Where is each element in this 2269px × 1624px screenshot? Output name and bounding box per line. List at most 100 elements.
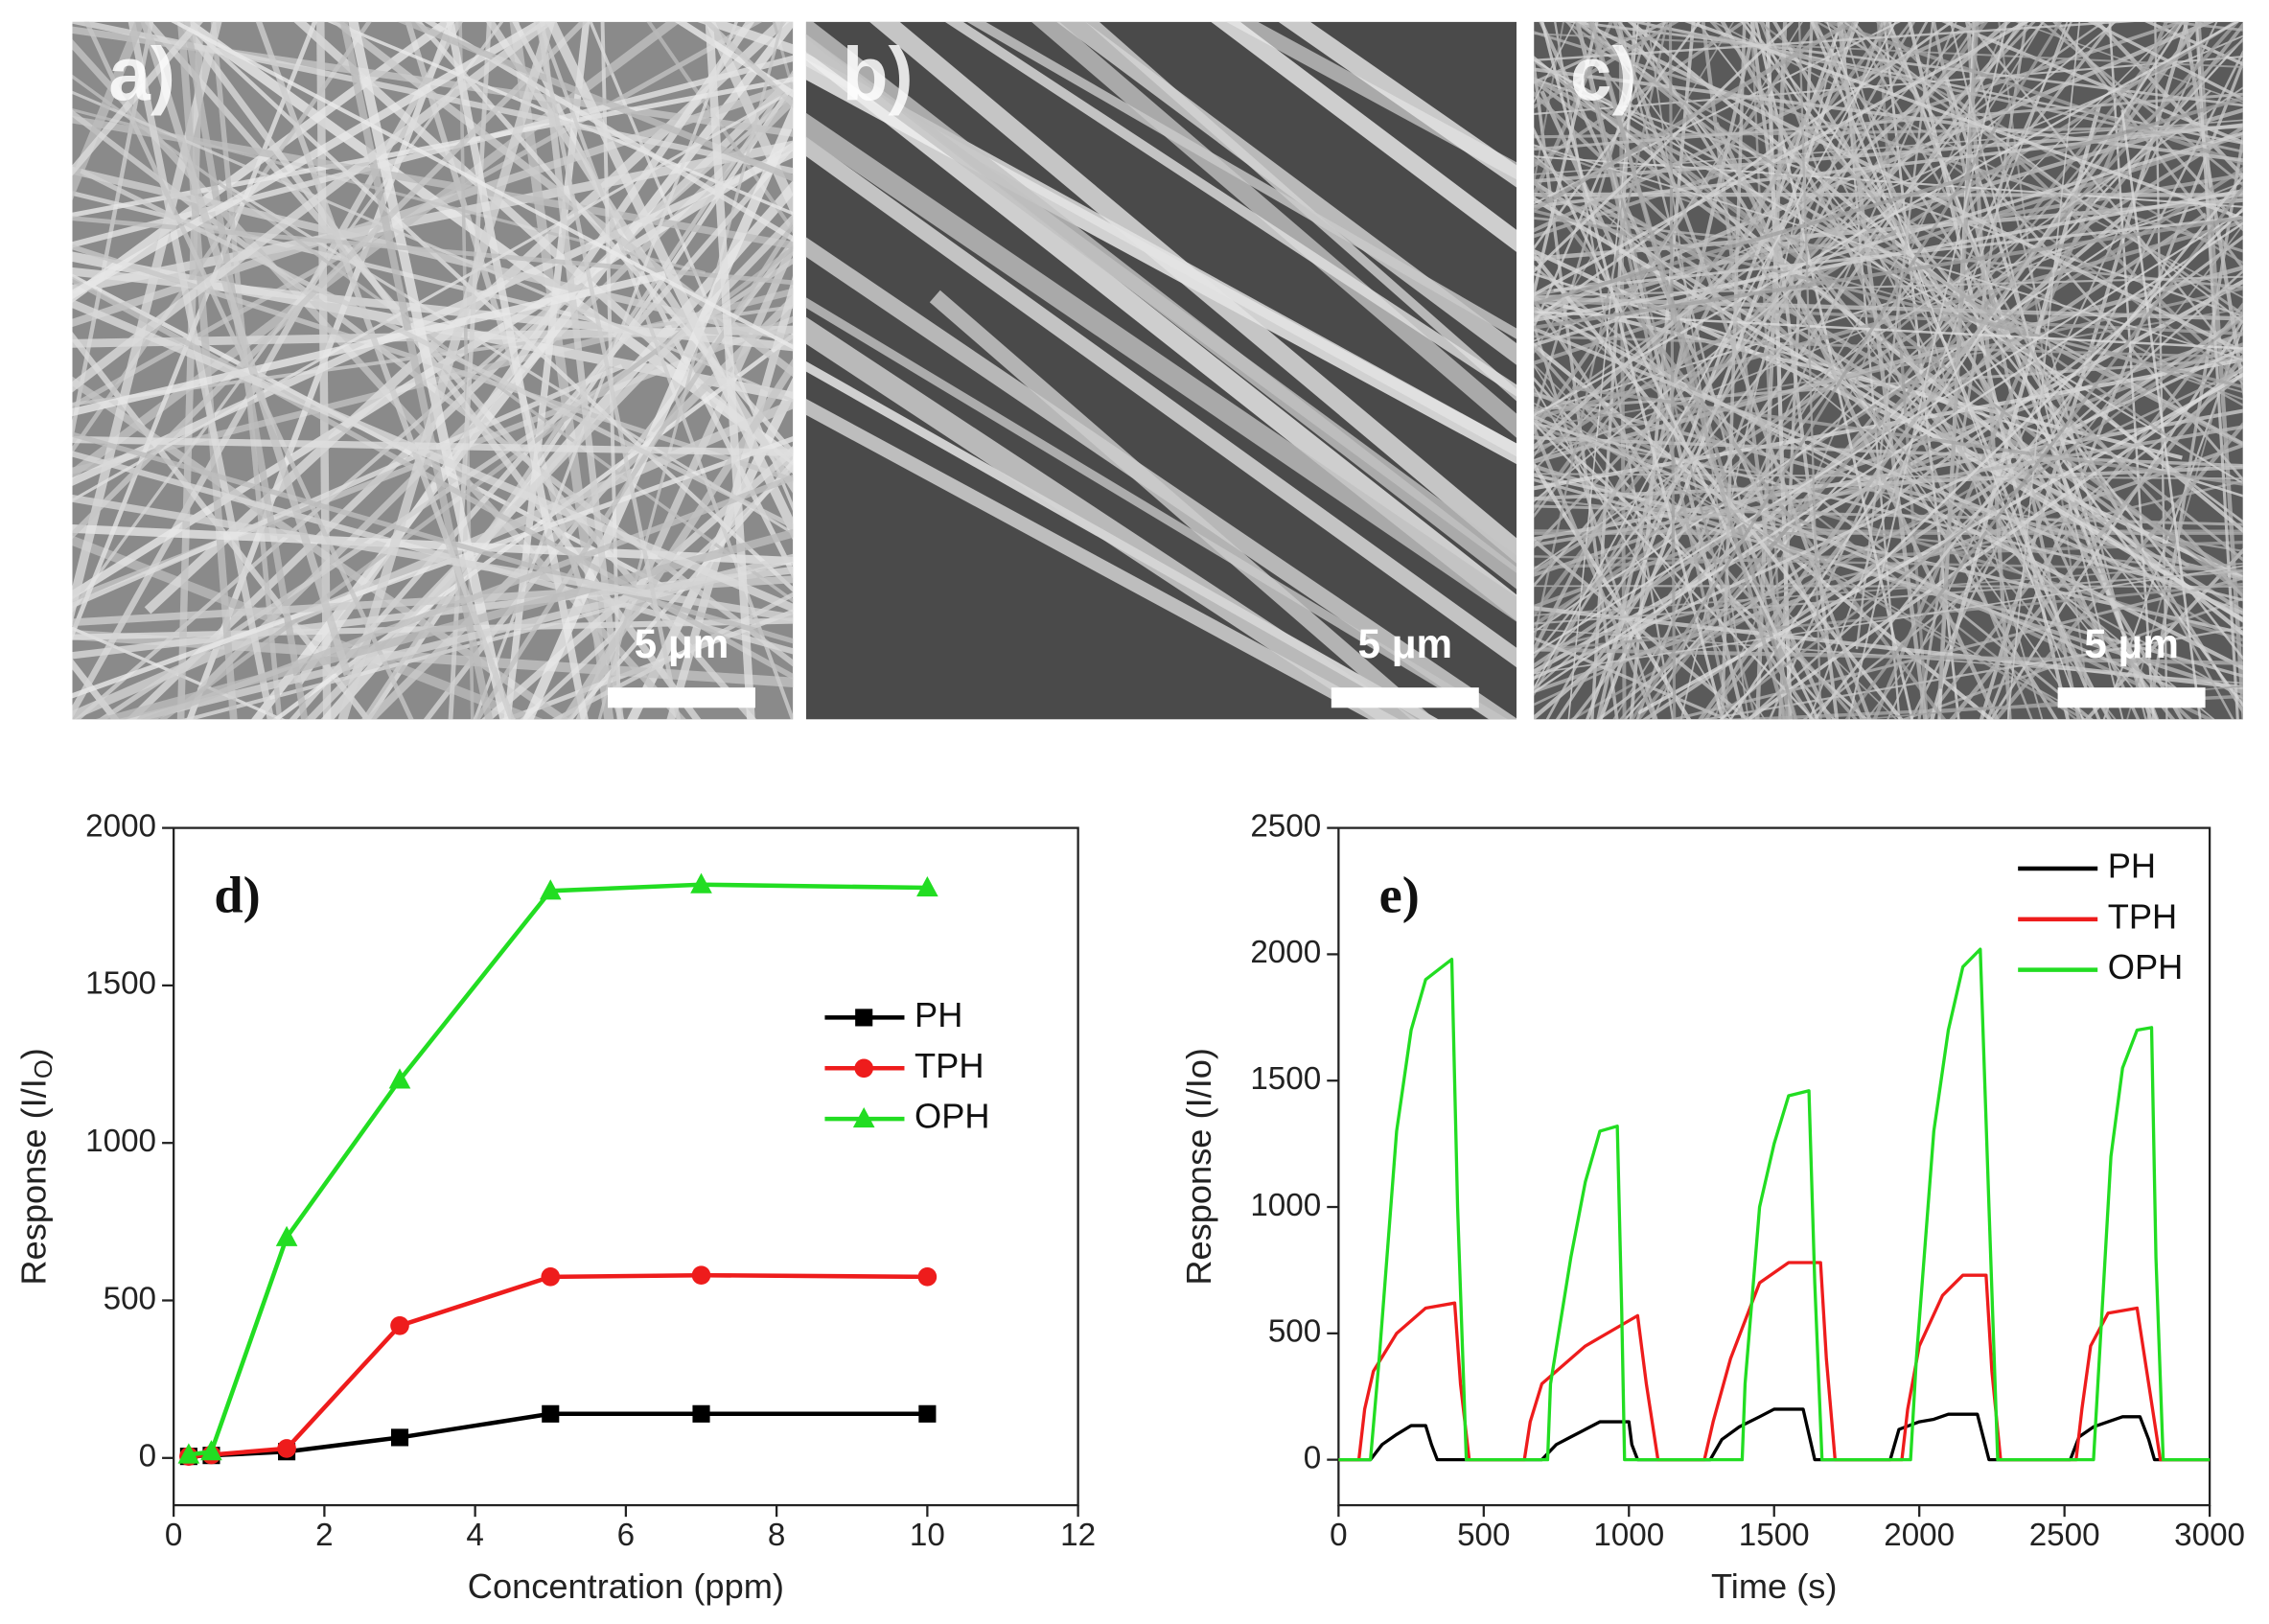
series-line — [188, 1272, 928, 1459]
fiber — [72, 216, 794, 286]
fiber — [1534, 21, 1955, 322]
fiber — [1534, 21, 1858, 655]
fiber — [1596, 21, 1758, 720]
marker — [541, 1267, 561, 1287]
fiber — [72, 436, 794, 699]
fiber — [1534, 67, 2243, 162]
fiber — [72, 21, 204, 176]
fiber — [414, 21, 794, 457]
fiber — [1534, 76, 2243, 448]
fiber — [72, 21, 551, 300]
plot-frame — [1337, 826, 2211, 1507]
fiber — [2126, 306, 2243, 720]
fiber — [72, 658, 120, 720]
fiber — [1562, 21, 2243, 107]
fiber — [1534, 21, 1576, 104]
fiber — [177, 21, 238, 720]
fiber — [72, 191, 644, 335]
fiber — [116, 553, 794, 720]
y-tick-label: 2500 — [1250, 808, 1321, 844]
fiber — [1646, 21, 1749, 720]
y-axis-label-main: Response (I/I — [13, 1079, 53, 1285]
marker — [917, 1267, 938, 1287]
fiber — [1865, 223, 2243, 720]
fiber — [805, 136, 1517, 668]
fiber — [1534, 346, 2243, 681]
fiber — [522, 102, 794, 720]
y-axis-label: Response (I/IO) — [13, 1048, 57, 1285]
fiber — [2183, 21, 2243, 399]
fiber — [1534, 423, 1657, 720]
sem-image: c) 5 μm — [1534, 21, 2243, 720]
fiber — [1534, 209, 2243, 655]
fiber — [538, 21, 624, 720]
fiber — [1534, 21, 1669, 645]
fiber — [805, 297, 1508, 720]
panel-annotation: d) — [214, 867, 260, 924]
panel-label: b) — [843, 32, 914, 116]
fiber — [1534, 272, 2243, 498]
x-tick-label: 2 — [315, 1518, 333, 1553]
fiber — [255, 21, 516, 720]
panel-annotation: e) — [1379, 867, 1420, 924]
fiber — [1709, 21, 2243, 599]
fiber — [1612, 21, 2045, 720]
fiber — [1534, 473, 2243, 480]
x-tick-label: 4 — [466, 1518, 483, 1553]
fiber — [397, 21, 794, 182]
fiber — [72, 251, 794, 403]
scale-bar-label: 5 μm — [635, 621, 729, 666]
fiber — [1534, 21, 2239, 456]
fiber — [1875, 21, 2243, 385]
fiber — [1534, 565, 2243, 675]
marker — [390, 1315, 409, 1335]
fiber — [83, 21, 414, 720]
x-tick-label: 2000 — [1884, 1518, 1955, 1553]
marker — [277, 1439, 296, 1458]
fiber — [666, 274, 794, 720]
fiber — [772, 21, 794, 96]
fiber — [473, 21, 739, 720]
fiber — [1534, 569, 2243, 625]
fiber — [72, 21, 317, 640]
fiber — [1534, 367, 2243, 707]
fiber — [1534, 21, 1679, 109]
fiber — [1278, 21, 1517, 188]
fiber — [1924, 301, 2243, 720]
fiber — [869, 21, 1517, 564]
fiber — [2087, 21, 2243, 102]
fiber — [1810, 21, 2101, 720]
fiber — [1534, 465, 2243, 500]
fiber — [1534, 21, 2106, 421]
fiber — [805, 398, 1400, 720]
fiber — [1696, 21, 2145, 600]
fiber — [1823, 21, 2243, 166]
fiber — [1701, 21, 1791, 720]
panel-label: a) — [108, 32, 175, 116]
fiber — [1698, 21, 2203, 720]
marker — [854, 1058, 874, 1079]
fiber — [1534, 60, 2243, 446]
fiber — [1711, 316, 2243, 720]
fiber — [1534, 21, 1804, 458]
fiber — [1565, 21, 2117, 720]
y-axis-label-main: Response (I/Io) — [1179, 1048, 1218, 1286]
fiber — [567, 458, 794, 720]
fiber — [72, 21, 154, 444]
fiber — [1571, 385, 2243, 486]
fiber — [140, 21, 352, 677]
chart: 0 2 4 6 8 10 12 0 500 1000 1500 2000 Concentration (… — [13, 808, 1096, 1606]
fiber — [1745, 365, 2243, 720]
fiber — [1534, 306, 2243, 671]
x-tick-label: 8 — [768, 1518, 785, 1553]
fiber — [2196, 21, 2243, 720]
fiber — [1534, 144, 2243, 361]
x-axis-label: Concentration (ppm) — [468, 1566, 784, 1606]
fiber — [1555, 21, 2024, 720]
legend-label: TPH — [915, 1046, 984, 1085]
fiber — [2154, 21, 2168, 720]
fiber — [72, 109, 794, 667]
fiber — [1534, 647, 2243, 665]
fiber — [72, 115, 794, 249]
y-axis-label-sub: O — [31, 1059, 58, 1079]
